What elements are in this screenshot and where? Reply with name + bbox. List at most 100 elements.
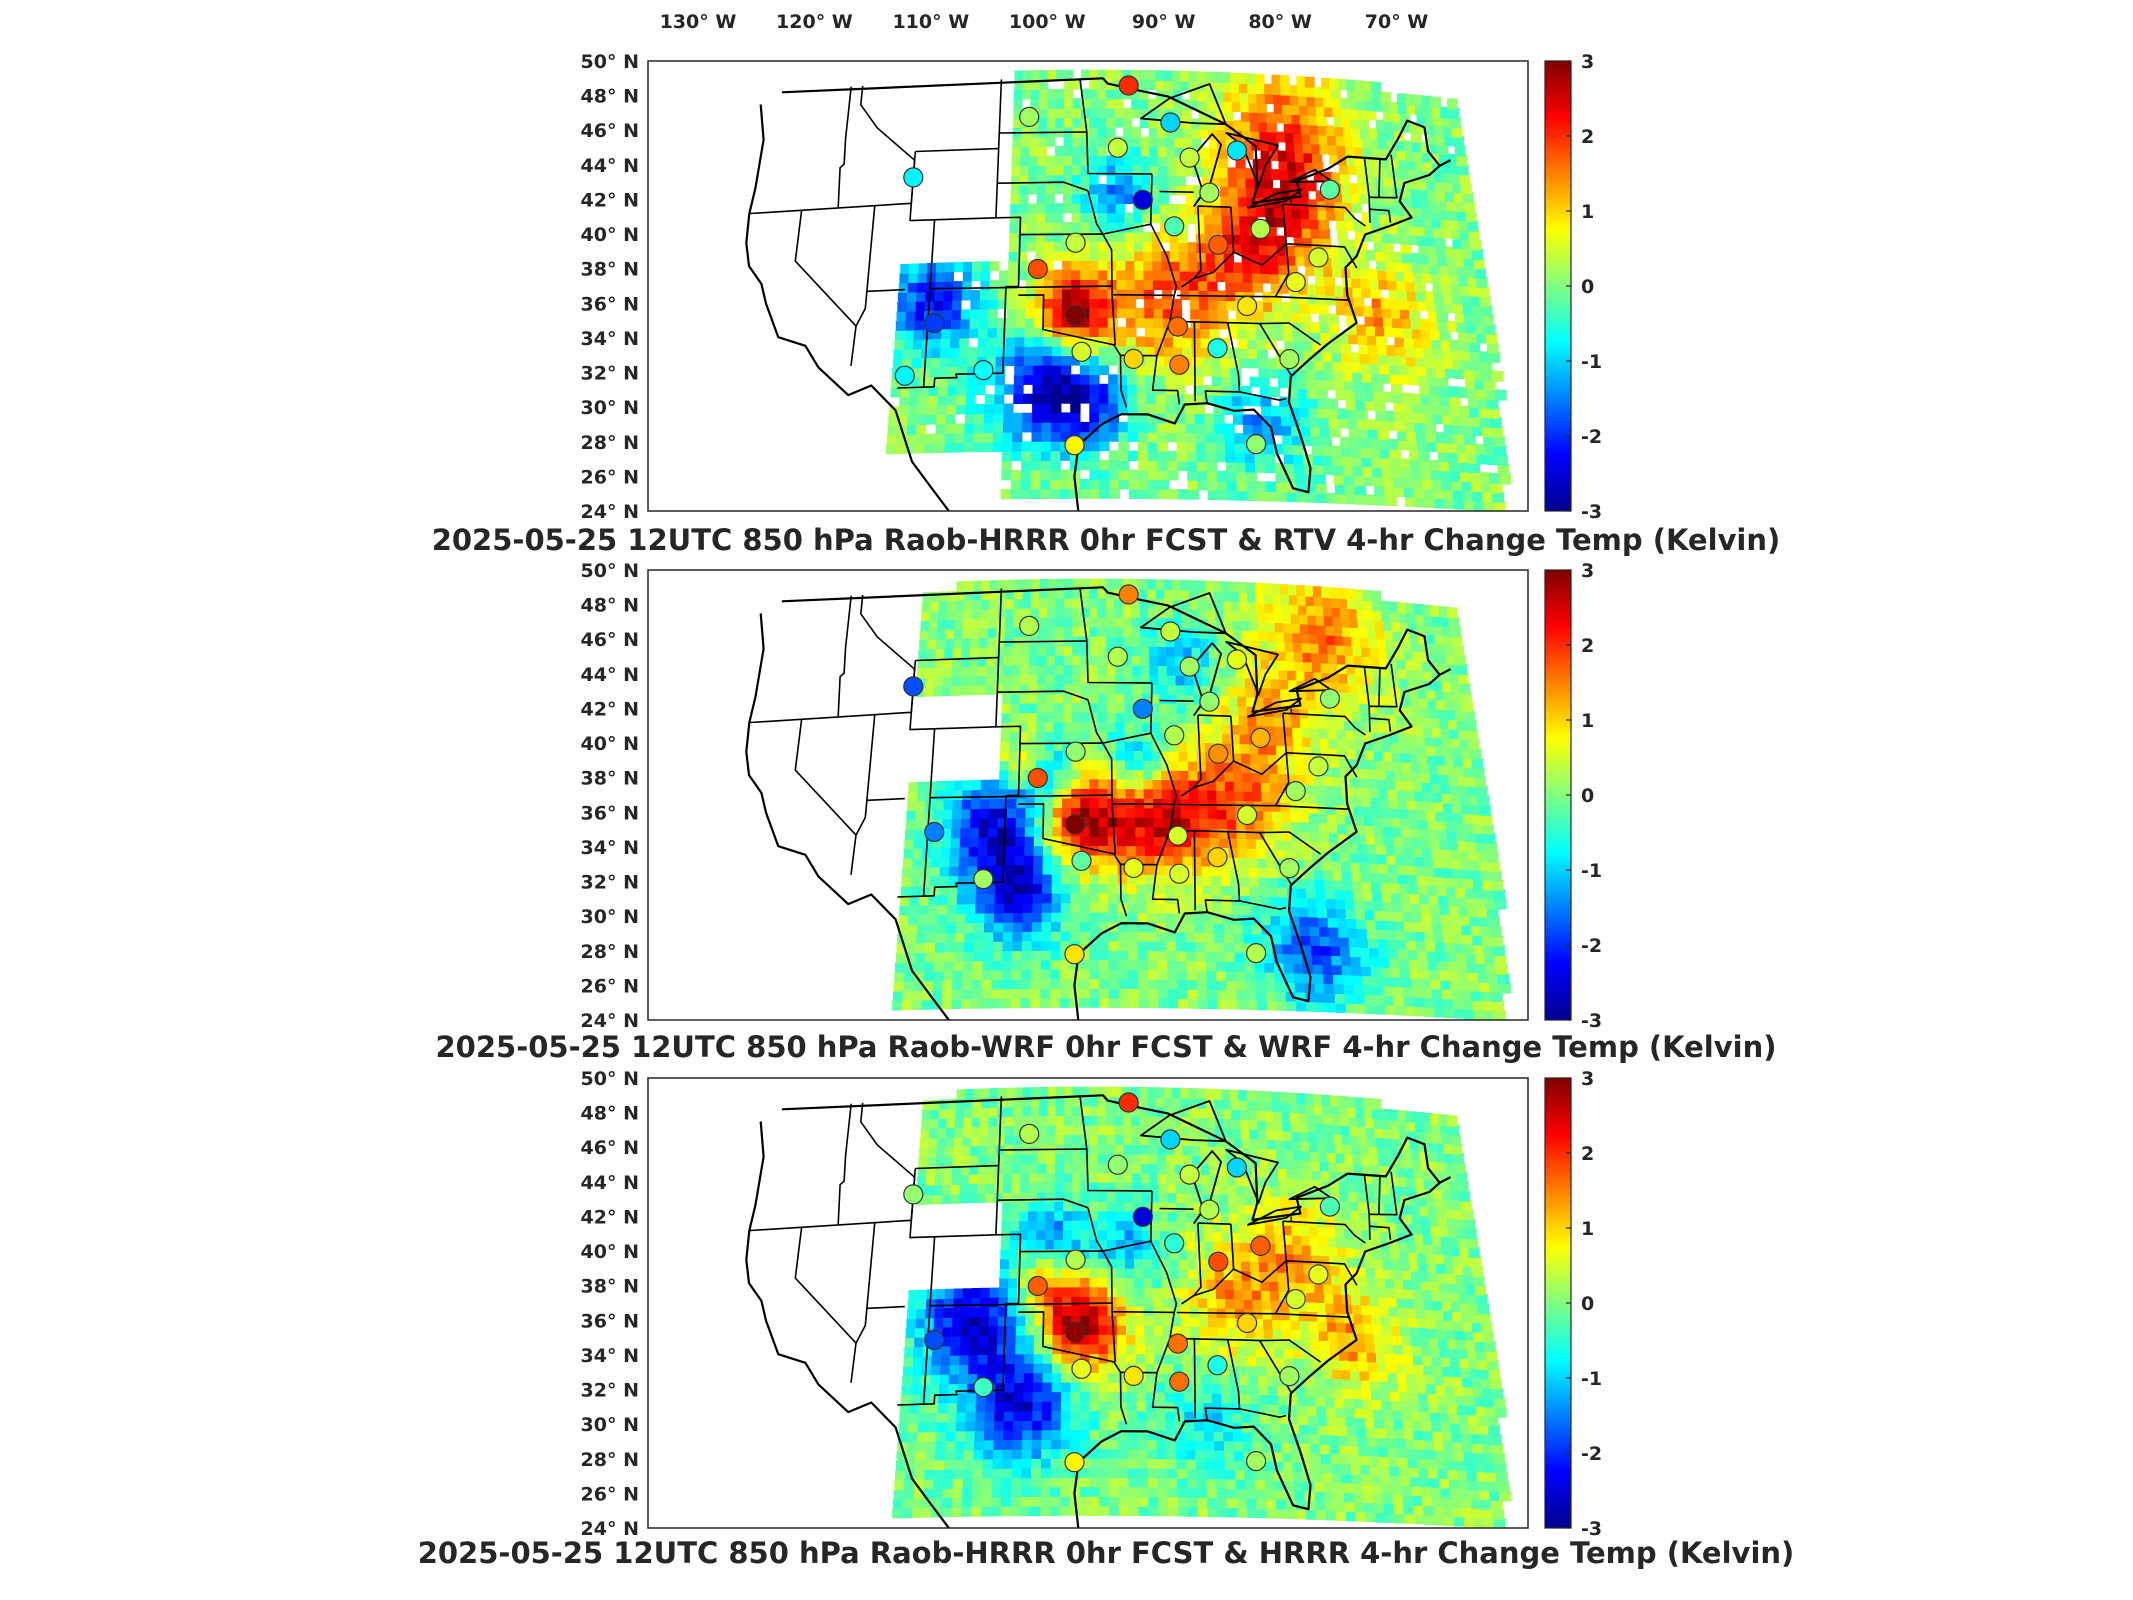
state-border xyxy=(1274,1260,1358,1315)
state-border xyxy=(1239,900,1287,910)
state-border xyxy=(1290,708,1293,714)
raob-marker xyxy=(1199,182,1220,203)
state-border xyxy=(837,1103,852,1225)
state-border xyxy=(930,1302,1175,1314)
lat-tick-label: 50° N xyxy=(581,51,639,73)
state-border xyxy=(1120,863,1181,914)
lon-tick-label: 80° W xyxy=(1248,11,1312,33)
lat-tick-label: 34° N xyxy=(581,837,639,859)
raob-stations xyxy=(894,75,1341,456)
raob-marker xyxy=(1245,1450,1267,1472)
raob-marker xyxy=(1199,691,1220,712)
raob-marker xyxy=(1199,1199,1220,1220)
west-coastline xyxy=(745,104,951,511)
raob-marker xyxy=(1064,1452,1085,1473)
great-lake-outline xyxy=(1247,1205,1302,1226)
colorbar-tick-label: 0 xyxy=(1581,1293,1594,1315)
state-border xyxy=(1018,294,1128,408)
state-border xyxy=(999,640,1087,643)
raob-marker xyxy=(1167,825,1189,846)
state-border xyxy=(1197,205,1231,208)
raob-marker xyxy=(1236,295,1258,317)
state-border xyxy=(794,1226,857,1344)
state-border xyxy=(1369,208,1392,223)
raob-marker xyxy=(1160,621,1181,642)
raob-marker xyxy=(973,360,994,381)
state-border xyxy=(866,797,905,802)
state-border xyxy=(1193,830,1196,911)
raob-marker xyxy=(924,821,945,843)
map-axes-frame xyxy=(647,60,1529,512)
raob-marker xyxy=(903,167,924,188)
raob-marker xyxy=(1107,1154,1128,1175)
state-border xyxy=(1079,587,1152,684)
raob-marker xyxy=(1308,756,1329,777)
lat-tick-label: 48° N xyxy=(581,86,639,108)
state-border xyxy=(1378,667,1381,708)
great-lake-outline xyxy=(1247,188,1302,209)
lat-tick-label: 44° N xyxy=(581,664,639,686)
raob-marker xyxy=(1236,804,1258,826)
raob-marker xyxy=(1065,305,1086,326)
raob-marker xyxy=(1071,850,1092,871)
raob-marker xyxy=(1164,1233,1185,1254)
great-lake-outline xyxy=(1140,83,1227,126)
raob-marker xyxy=(1308,1264,1329,1285)
lat-tick-label: 32° N xyxy=(581,363,639,385)
raob-marker xyxy=(1123,348,1144,369)
colorbar-tick-label: -2 xyxy=(1581,1443,1602,1465)
state-border xyxy=(997,181,1089,192)
state-border xyxy=(850,714,876,875)
colorbar-tick-label: -3 xyxy=(1581,1010,1602,1032)
raob-marker xyxy=(1132,698,1153,719)
state-border xyxy=(897,588,1022,898)
raob-marker xyxy=(1019,1123,1040,1145)
latitude-tick-labels: 50° N 48° N 46° N 44° N 42° N 40° N 38° N 36° N… xyxy=(581,1068,639,1540)
state-border xyxy=(1159,190,1194,193)
raob-marker xyxy=(1250,218,1271,239)
raob-marker xyxy=(1132,1206,1153,1227)
raob-marker xyxy=(1027,767,1048,789)
lat-tick-label: 46° N xyxy=(581,120,639,142)
state-border xyxy=(1282,203,1366,227)
state-border xyxy=(1018,1311,1128,1425)
lat-tick-label: 30° N xyxy=(581,397,639,419)
colorbar-tick-label: 2 xyxy=(1581,126,1594,148)
state-border xyxy=(1087,190,1113,287)
raob-marker xyxy=(1236,1312,1258,1334)
raob-marker xyxy=(1208,1251,1229,1272)
state-border xyxy=(1079,1095,1152,1192)
raob-marker xyxy=(1226,1157,1248,1178)
east-gulf-coastline xyxy=(1073,1176,1452,1528)
state-border xyxy=(1197,714,1231,717)
state-border xyxy=(1111,1311,1116,1362)
lat-tick-label: 40° N xyxy=(581,733,639,755)
state-border xyxy=(997,1198,1089,1209)
west-coastline xyxy=(745,1121,951,1528)
state-border xyxy=(1018,803,1128,917)
lon-tick-label: 100° W xyxy=(1009,11,1086,33)
lat-tick-label: 30° N xyxy=(581,1414,639,1436)
state-border xyxy=(922,219,936,388)
state-border xyxy=(1282,712,1366,736)
colorbar-tick-label: 2 xyxy=(1581,1143,1594,1165)
lat-tick-label: 36° N xyxy=(581,802,639,824)
state-border xyxy=(860,85,996,222)
state-border xyxy=(837,86,852,208)
lat-tick-label: 24° N xyxy=(581,501,639,523)
raob-marker xyxy=(1065,814,1086,835)
state-border xyxy=(1378,1175,1381,1216)
lat-tick-label: 46° N xyxy=(581,1137,639,1159)
raob-marker xyxy=(1226,140,1248,161)
state-border xyxy=(997,690,1089,701)
state-border xyxy=(999,131,1087,134)
state-border xyxy=(915,656,999,662)
state-border xyxy=(1087,699,1113,796)
raob-marker xyxy=(1208,743,1229,764)
raob-marker xyxy=(903,676,924,697)
lat-tick-label: 26° N xyxy=(581,466,639,488)
state-border xyxy=(999,1148,1087,1151)
map-axes-frame xyxy=(647,569,1529,1021)
longitude-tick-labels: 130° W 120° W 110° W 100° W 90° W 80° W 70° W xyxy=(660,11,1429,33)
raob-marker xyxy=(1308,247,1329,268)
